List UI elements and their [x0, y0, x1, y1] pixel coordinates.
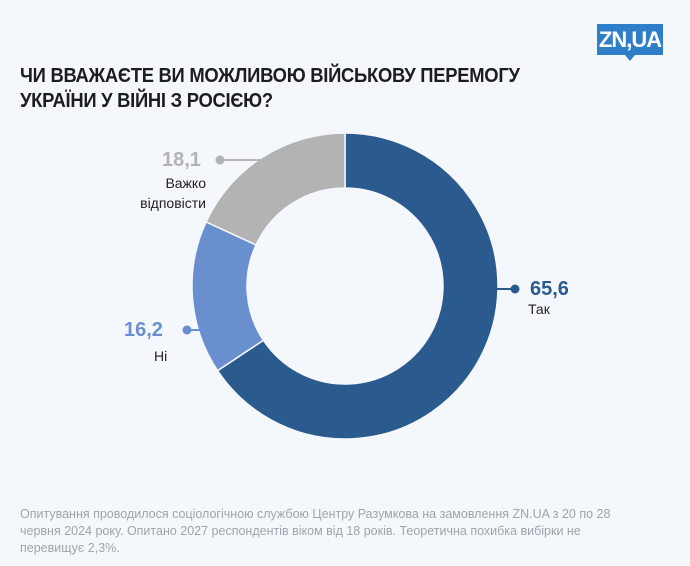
leader-dot-2 — [215, 155, 225, 165]
slice-0 — [216, 132, 499, 440]
footnote: Опитування проводилося соціологічною слу… — [20, 507, 611, 555]
zn-ua-logo: ZN,UA — [597, 24, 663, 61]
value-label-ni: 16,2 — [124, 319, 163, 341]
category-label-tak: Так — [528, 301, 550, 317]
value-label-vazhko: 18,1 — [162, 149, 201, 171]
category-label-ni: Ні — [154, 348, 168, 364]
value-label-tak: 65,6 — [530, 278, 569, 300]
chart-title: ЧИ ВВАЖАЄТЕ ВИ МОЖЛИВОЮ ВІЙСЬКОВУ ПЕРЕМО… — [20, 65, 520, 112]
leader-dot-0 — [510, 284, 520, 294]
slice-2 — [205, 132, 346, 246]
category-label-vazhko: Важко відповісти — [140, 175, 206, 211]
leader-dot-1 — [182, 325, 192, 335]
